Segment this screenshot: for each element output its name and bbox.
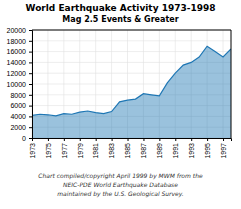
tick: 18000 [7, 38, 32, 45]
tick-mark [29, 95, 32, 96]
annotation: maintained by the U.S. Geological Survey… [57, 190, 184, 198]
tick-label: 1993 [188, 143, 195, 159]
tick-label: 2000 [10, 124, 26, 131]
tick: 16000 [7, 48, 32, 55]
tick-mark [29, 138, 32, 139]
tick-label: 18000 [7, 38, 27, 45]
chart: World Earthquake Activity 1973-1998 Mag 2… [0, 0, 241, 209]
tick: 1987 [140, 138, 147, 159]
tick-label: 1985 [124, 143, 131, 159]
tick-label: 0 [22, 135, 26, 142]
tick: 1977 [61, 138, 68, 159]
frame [32, 30, 231, 31]
tick: 1973 [29, 138, 36, 159]
tick-mark [29, 84, 32, 85]
tick-mark [175, 138, 176, 141]
tick-label: 12000 [7, 70, 27, 77]
line [32, 46, 231, 116]
tick: 0 [22, 135, 32, 142]
area [32, 46, 231, 138]
tick: 1979 [77, 138, 84, 159]
tick-label: 14000 [7, 59, 27, 66]
tick-label: 1987 [140, 143, 147, 159]
tick-mark [29, 52, 32, 53]
tick: 10000 [7, 81, 32, 88]
grid-line [32, 51, 231, 52]
tick-mark [143, 138, 144, 141]
tick-mark [29, 116, 32, 117]
frame [231, 30, 232, 138]
tick: 1993 [188, 138, 195, 159]
title: World Earthquake Activity 1973-1998 [26, 3, 216, 13]
tick-label: 20000 [7, 27, 27, 34]
tick-mark [32, 138, 33, 141]
tick-mark [80, 138, 81, 141]
tick-label: 10000 [7, 81, 27, 88]
tick-label: 1989 [156, 143, 163, 159]
axis-line [33, 139, 232, 142]
plot: 0 2000 4000 6000 8000 10000 12000 14000 16000 180… [7, 27, 232, 159]
tick-mark [112, 138, 113, 141]
grid-line [32, 30, 231, 31]
tick-label: 6000 [10, 102, 26, 109]
tick-mark [29, 73, 32, 74]
tick: 2000 [10, 124, 32, 131]
tick-mark [207, 138, 208, 141]
tick-mark [29, 127, 32, 128]
tick: 8000 [10, 92, 32, 99]
tick: 1981 [92, 138, 99, 159]
tick-mark [48, 138, 49, 141]
y-axis: 0 2000 4000 6000 8000 10000 12000 14000 16000 180… [7, 27, 33, 142]
annotation: NEIC-PDE World Earthquake Database [63, 181, 178, 189]
tick: 6000 [10, 102, 32, 109]
tick-label: 1995 [204, 143, 211, 159]
tick-label: 1979 [77, 143, 84, 159]
tick-label: 1997 [220, 143, 227, 159]
tick: 1983 [108, 138, 115, 159]
tick-mark [96, 138, 97, 141]
tick-mark [29, 41, 32, 42]
tick: 14000 [7, 59, 32, 66]
tick: 12000 [7, 70, 32, 77]
tick: 1975 [45, 138, 52, 159]
tick: 1991 [172, 138, 179, 159]
tick: 20000 [7, 27, 32, 34]
tick-label: 1975 [45, 143, 52, 159]
grid [32, 30, 231, 138]
tick-label: 4000 [10, 113, 26, 120]
tick-label: 1991 [172, 143, 179, 159]
x-axis: 1973 1975 1977 1979 1981 1983 1985 1987 1989 1991… [29, 138, 232, 159]
tick-mark [191, 138, 192, 141]
tick: 1997 [220, 138, 227, 159]
tick: 4000 [10, 113, 32, 120]
annotation: Chart compiled/copyright April 1999 by M… [38, 172, 203, 180]
tick-mark [29, 30, 32, 31]
tick-label: 1981 [92, 143, 99, 159]
tick-label: 16000 [7, 48, 27, 55]
tick-label: 1973 [29, 143, 36, 159]
tick: 1995 [204, 138, 211, 159]
subtitle: Mag 2.5 Events & Greater [62, 15, 178, 24]
tick-mark [29, 62, 32, 63]
tick-mark [29, 106, 32, 107]
tick-mark [223, 138, 224, 141]
tick-label: 1983 [108, 143, 115, 159]
grid-line [32, 40, 231, 41]
tick-label: 1977 [61, 143, 68, 159]
tick: 1989 [156, 138, 163, 159]
tick: 1985 [124, 138, 131, 159]
tick-mark [64, 138, 65, 141]
marks [32, 46, 231, 138]
tick-label: 8000 [10, 92, 26, 99]
axis-line [29, 31, 33, 139]
tick-mark [159, 138, 160, 141]
tick-mark [128, 138, 129, 141]
